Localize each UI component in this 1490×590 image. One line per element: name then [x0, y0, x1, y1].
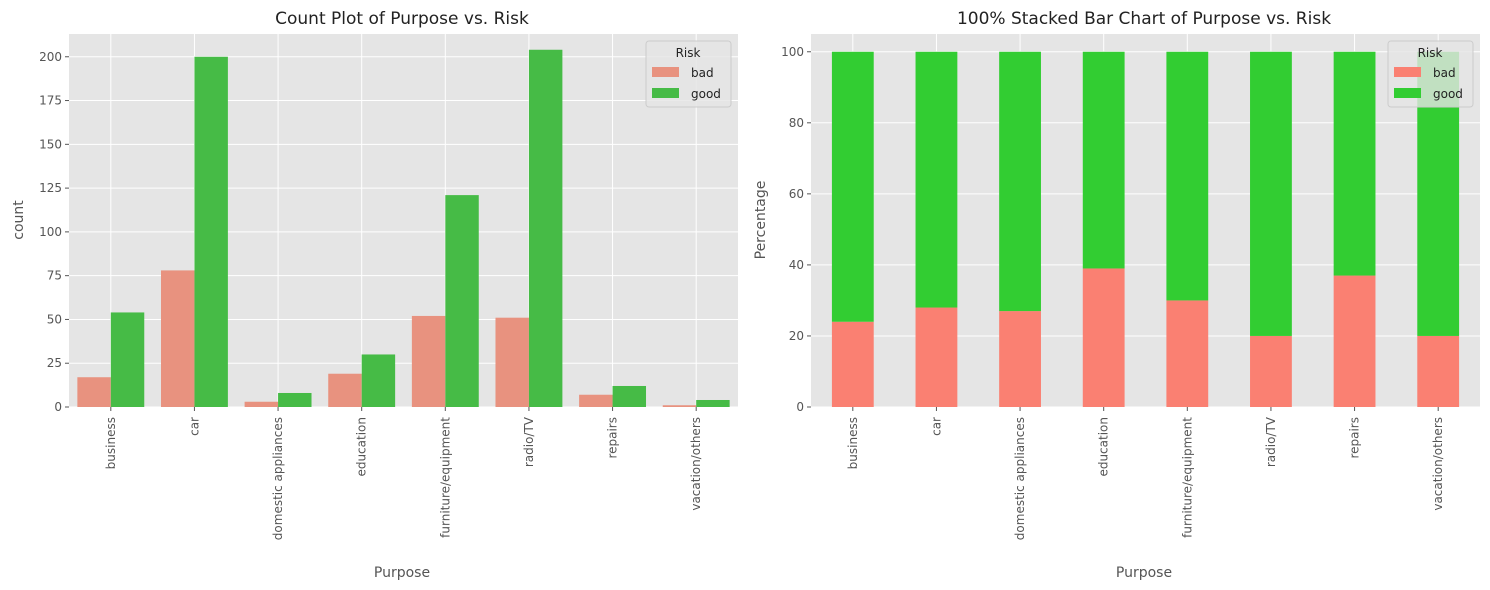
y-tick-label: 125: [39, 181, 62, 195]
x-axis-label: Purpose: [1116, 565, 1172, 581]
y-tick-label: 40: [789, 258, 804, 272]
x-tick-label: car: [929, 417, 943, 436]
bar-good-repairs: [612, 385, 647, 407]
x-tick-label: furniture/equipment: [1180, 417, 1194, 538]
bar-good-radio-tv: [1250, 51, 1292, 336]
bar-bad-furniture-equipment: [411, 315, 446, 407]
legend-swatch-good: [652, 88, 679, 98]
legend-swatch-good: [1394, 88, 1421, 98]
y-tick-label: 0: [796, 400, 804, 414]
x-tick-label: domestic appliances: [271, 417, 285, 540]
x-tick-label: business: [846, 417, 860, 469]
count-plot: Count Plot of Purpose vs. Risk 0 25 50 75 10…: [11, 9, 738, 581]
x-tick-label: vacation/others: [1431, 417, 1445, 511]
legend-swatch-bad: [1394, 67, 1421, 77]
bar-good-domestic-appliances: [278, 392, 312, 407]
legend: Risk bad good: [1387, 40, 1474, 108]
y-tick-label: 50: [47, 312, 62, 326]
legend-title: Risk: [676, 46, 701, 60]
bar-good-repairs: [1333, 51, 1376, 276]
x-tick-label: repairs: [1348, 417, 1362, 459]
y-tick-label: 200: [39, 50, 62, 64]
x-axis-label: Purpose: [374, 565, 430, 581]
x-tick-label: furniture/equipment: [438, 417, 452, 538]
x-tick-label: business: [104, 417, 118, 469]
bar-bad-domestic-appliances: [999, 311, 1041, 407]
bar-bad-repairs: [579, 394, 613, 407]
legend: Risk bad good: [645, 40, 732, 108]
bar-bad-business: [77, 377, 111, 407]
y-tick-label: 25: [47, 356, 62, 370]
x-tick-label: education: [355, 417, 369, 477]
y-tick-label: 150: [39, 137, 62, 151]
bar-bad-repairs: [1333, 275, 1376, 407]
legend-swatch-bad: [652, 67, 679, 77]
x-tick-label: car: [187, 417, 201, 436]
y-tick-label: 60: [789, 187, 804, 201]
x-tick-label: repairs: [606, 417, 620, 459]
chart-title: 100% Stacked Bar Chart of Purpose vs. Ri…: [957, 9, 1331, 29]
bar-good-car: [915, 51, 958, 308]
bar-good-car: [194, 56, 228, 407]
bar-good-radio-tv: [528, 49, 563, 408]
x-tick-label: domestic appliances: [1013, 417, 1027, 540]
y-tick-label: 0: [54, 400, 62, 414]
bar-bad-business: [831, 321, 874, 407]
x-tick-label: radio/TV: [1264, 416, 1278, 467]
bar-bad-vacation-others: [1417, 335, 1460, 407]
bar-good-education: [361, 354, 396, 407]
bar-good-vacation-others: [696, 399, 730, 407]
legend-label-bad: bad: [691, 66, 714, 80]
y-tick-label: 175: [39, 94, 62, 108]
bar-bad-education: [328, 373, 362, 407]
y-axis-label: Percentage: [753, 181, 769, 260]
bar-good-furniture-equipment: [1166, 51, 1209, 301]
y-axis-label: count: [11, 200, 27, 240]
bar-bad-radio-tv: [1250, 335, 1292, 407]
bar-good-domestic-appliances: [999, 51, 1041, 312]
plot-area: [811, 34, 1480, 407]
legend-label-good: good: [691, 87, 721, 101]
x-tick-label: vacation/others: [689, 417, 703, 511]
legend-label-good: good: [1433, 87, 1463, 101]
chart-title: Count Plot of Purpose vs. Risk: [275, 9, 529, 29]
stacked-bar-chart: 100% Stacked Bar Chart of Purpose vs. Ri…: [753, 9, 1480, 581]
y-tick-label: 100: [39, 225, 62, 239]
bar-good-business: [831, 51, 874, 322]
x-tick-label: radio/TV: [522, 416, 536, 467]
bar-bad-vacation-others: [662, 405, 697, 407]
bar-good-furniture-equipment: [445, 195, 479, 407]
bar-good-business: [110, 312, 145, 407]
legend-title: Risk: [1418, 46, 1443, 60]
x-tick-label: education: [1097, 417, 1111, 477]
bar-bad-radio-tv: [495, 317, 529, 407]
legend-label-bad: bad: [1433, 66, 1456, 80]
bar-bad-car: [160, 270, 195, 407]
bar-good-education: [1082, 51, 1125, 269]
bar-bad-furniture-equipment: [1166, 300, 1209, 407]
y-tick-label: 80: [789, 116, 804, 130]
bar-bad-car: [915, 307, 958, 407]
bar-bad-education: [1082, 268, 1125, 407]
y-tick-label: 75: [47, 269, 62, 283]
y-tick-label: 100: [781, 45, 804, 59]
y-tick-label: 20: [789, 329, 804, 343]
bar-bad-domestic-appliances: [244, 401, 279, 407]
